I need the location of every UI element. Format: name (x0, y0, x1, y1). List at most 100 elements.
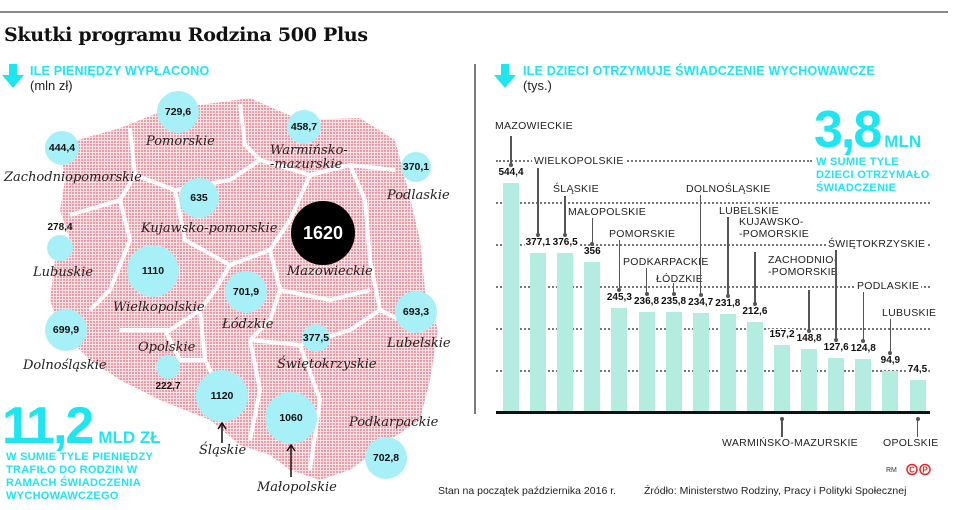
leader-dot (563, 233, 568, 238)
bar-value: 245,3 (605, 292, 633, 304)
bubble-lubuskie (47, 235, 73, 261)
value-opolskie: 222,7 (155, 381, 181, 392)
bar-category-label: PODKARPACKIE (621, 256, 711, 268)
bar (638, 311, 655, 411)
bar (801, 348, 818, 411)
bar-value: 236,8 (632, 295, 661, 307)
date-note: Stan na początek października 2016 r. (438, 485, 617, 497)
label-wielkopolskie: Wielkopolskie (113, 300, 205, 315)
leader-line (727, 217, 729, 296)
leader-dot (752, 301, 757, 306)
leader-line (699, 195, 702, 295)
bar (692, 312, 709, 411)
bubble-kujawsko-pomorskie: 635 (179, 178, 219, 218)
bar-value: 124,8 (849, 342, 877, 354)
bar-category-label: ŚWIĘTOKRZYSKIE (826, 238, 928, 250)
x-axis (496, 411, 930, 414)
leader-line (889, 319, 892, 354)
bar-value: 74,5 (906, 363, 929, 375)
label-lodzkie: Łódzkie (222, 317, 274, 332)
bar-category-label: ŚLĄSKIE (551, 183, 601, 195)
bar-value: 231,8 (714, 297, 742, 309)
label-kujawsko-pomorskie: Kujawsko-pomorskie (141, 221, 278, 236)
author-initials: RM (886, 467, 897, 474)
gridline (496, 244, 930, 246)
money-total: 11,2 MLD ZŁ (2, 400, 161, 452)
leader-dot (671, 292, 676, 297)
leader-dot (590, 241, 595, 246)
bar (611, 308, 628, 411)
bar-category-label: WIELKOPOLSKIE (532, 155, 626, 167)
money-total-unit: MLD ZŁ (98, 428, 161, 447)
svg-text:P: P (922, 466, 928, 475)
leader-dot (509, 162, 513, 167)
bar-category-label: MAZOWIECKIE (493, 120, 575, 132)
children-total-value: 3,8 (814, 101, 882, 159)
bar (557, 253, 574, 411)
gridline (496, 370, 930, 372)
label-malopolskie: Małopolskie (257, 480, 337, 495)
leader-dot (915, 417, 920, 421)
bar-value: 376,5 (551, 237, 579, 249)
arrow-down-icon (2, 64, 24, 88)
money-map: 729,6 444,4 458,7 370,1 635 278,4 1620 1… (0, 0, 470, 510)
page-title: Skutki programu Rodzina 500 Plus (4, 24, 368, 46)
leader-line (835, 250, 837, 340)
leader-line (754, 252, 756, 304)
leader-dot (698, 292, 703, 297)
svg-text:C: C (909, 466, 915, 475)
leader-dot (725, 293, 730, 298)
leader-line (808, 290, 810, 331)
label-podkarpackie: Podkarpackie (349, 415, 439, 430)
bar-value: 94,9 (879, 355, 902, 367)
bubble-zachodniopomorskie: 444,4 (45, 131, 79, 165)
leader-line (591, 218, 594, 244)
leader-dot (780, 417, 784, 421)
children-unit: (tys.) (523, 78, 552, 93)
leader-line (672, 283, 675, 295)
bar-value: 544,4 (497, 166, 525, 178)
bar-value: 377,1 (524, 236, 552, 248)
bubble-podlaskie: 370,1 (401, 152, 431, 182)
bubble-podkarpackie: 702,8 (365, 437, 407, 479)
label-pomorskie: Pomorskie (146, 134, 215, 149)
label-podlaskie: Podlaskie (387, 188, 450, 203)
panel-divider (474, 64, 476, 414)
bubble-dolnoslaskie: 699,9 (45, 309, 87, 351)
bar (530, 252, 547, 411)
money-heading: ILE PIENIĘDZY WYPŁACONO (30, 64, 210, 78)
leader-line (537, 168, 539, 235)
bubble-pomorskie: 729,6 (157, 91, 199, 133)
leader-dot (807, 328, 812, 333)
bar (828, 357, 845, 411)
bubble-lubelskie: 693,3 (395, 291, 437, 333)
label-swietokrzyskie: Świętokrzyskie (277, 357, 377, 372)
bubble-malopolskie: 1060 (265, 392, 317, 444)
bar-category-label: ŁÓDZKIE (654, 273, 706, 285)
leader-line (781, 419, 783, 437)
bar (746, 321, 763, 411)
bubble-swietokrzyskie: 377,5 (302, 324, 330, 352)
label-lubuskie: Lubuskie (33, 265, 94, 280)
bubble-mazowieckie: 1620 (291, 201, 355, 265)
bar (882, 371, 899, 411)
bar (909, 379, 926, 411)
top-rule (0, 11, 948, 13)
arrow-up-icon (286, 444, 296, 477)
bubble-lodzkie: 701,9 (225, 271, 267, 313)
label-slaskie: Śląskie (199, 443, 247, 458)
value-lubuskie: 278,4 (47, 222, 73, 233)
label-dolnoslaskie: Dolnośląskie (23, 358, 107, 373)
children-total-unit: MLN (884, 132, 922, 151)
bar (855, 358, 872, 411)
gridline (496, 160, 812, 162)
bar-value: 356 (582, 245, 602, 257)
bar-category-label: DOLNOŚLĄSKIE (684, 183, 773, 195)
arrow-down-icon (494, 64, 516, 88)
leader-dot (617, 288, 622, 293)
money-total-value: 11,2 (2, 397, 94, 455)
leader-dot (888, 351, 893, 356)
copyright-icon: C P (906, 463, 931, 476)
bar-category-label: LUBELSKIE (717, 205, 781, 217)
